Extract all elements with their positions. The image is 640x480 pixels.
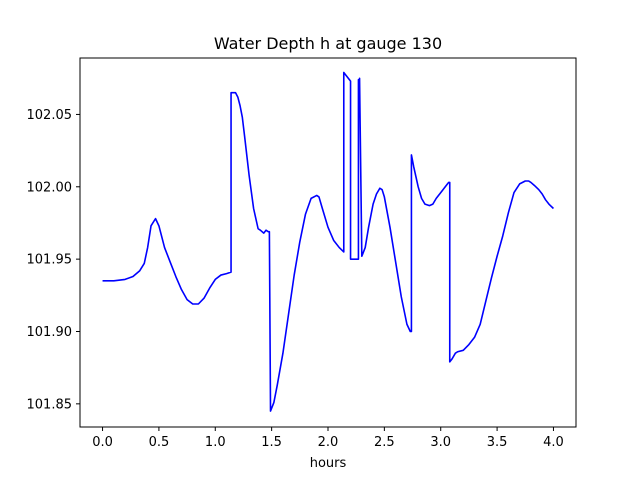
y-tick-label: 102.05: [27, 108, 73, 123]
x-tick-label: 2.0: [318, 435, 339, 450]
y-tick-label: 101.85: [27, 397, 73, 412]
x-tick-label: 0.0: [92, 435, 113, 450]
x-axis-label: hours: [310, 456, 347, 471]
x-tick-label: 2.5: [374, 435, 395, 450]
chart-title: Water Depth h at gauge 130: [214, 34, 442, 53]
x-tick-label: 3.0: [430, 435, 451, 450]
y-tick-label: 101.90: [27, 325, 73, 340]
x-tick-label: 1.5: [261, 435, 282, 450]
axes: 0.0 0.5 1.0 1.5 2.0 2.5 3.0 3.5 4.0 101.85 101.90 1…: [27, 57, 577, 450]
y-tick-label: 102.00: [27, 180, 73, 195]
plot-area: [102, 71, 555, 412]
x-tick-label: 1.0: [205, 435, 226, 450]
x-tick-label: 0.5: [149, 435, 170, 450]
x-tick-label: 3.5: [487, 435, 508, 450]
y-tick-label: 101.95: [27, 253, 73, 268]
x-tick-label: 4.0: [543, 435, 564, 450]
series-line-0: [102, 71, 555, 412]
